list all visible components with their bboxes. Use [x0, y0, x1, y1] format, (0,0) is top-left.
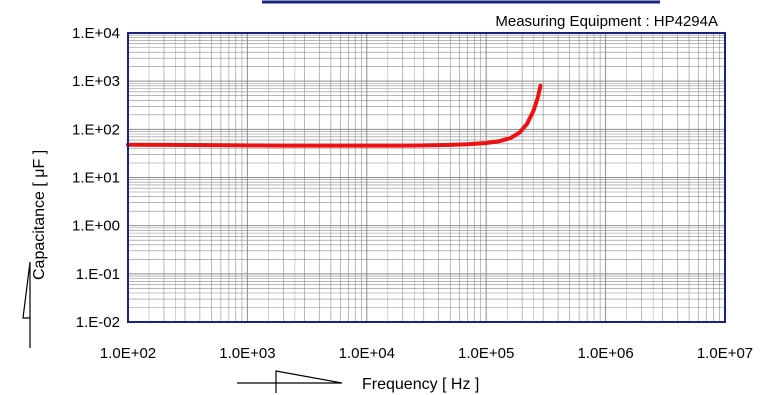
y-axis-title: Capacitance [ μF ] — [31, 150, 48, 280]
x-tick-label: 1.0E+06 — [577, 345, 633, 362]
y-tick-label: 1.E+01 — [72, 170, 120, 187]
equipment-annotation: Measuring Equipment : HP4294A — [495, 13, 718, 30]
x-tick-label: 1.0E+03 — [219, 345, 275, 362]
y-tick-label: 1.E+03 — [72, 73, 120, 90]
x-tick-label: 1.0E+05 — [458, 345, 514, 362]
grid — [127, 33, 725, 323]
x-decor-arrow — [237, 370, 343, 393]
y-tick-label: 1.E+04 — [72, 25, 120, 42]
x-tick-label: 1.0E+04 — [339, 345, 395, 362]
x-axis-title: Frequency [ Hz ] — [362, 376, 479, 393]
y-tick-label: 1.E+00 — [72, 218, 120, 235]
y-decor-arrow — [22, 261, 31, 348]
y-tick-label: 1.E-02 — [76, 314, 120, 331]
y-tick-labels: 1.E+04 1.E+03 1.E+02 1.E+01 1.E+00 1.E-01 1.E-… — [72, 25, 120, 331]
series-line-0 — [126, 83, 543, 148]
x-tick-labels: 1.0E+02 1.0E+03 1.0E+04 1.0E+05 1.0E+06 1.0E+… — [100, 345, 753, 362]
x-tick-label: 1.0E+02 — [100, 345, 156, 362]
x-tick-label: 1.0E+07 — [697, 345, 753, 362]
series-layer — [126, 83, 543, 148]
y-tick-label: 1.E+02 — [72, 121, 120, 138]
y-tick-label: 1.E-01 — [76, 266, 120, 283]
plot-area-border — [127, 32, 726, 323]
